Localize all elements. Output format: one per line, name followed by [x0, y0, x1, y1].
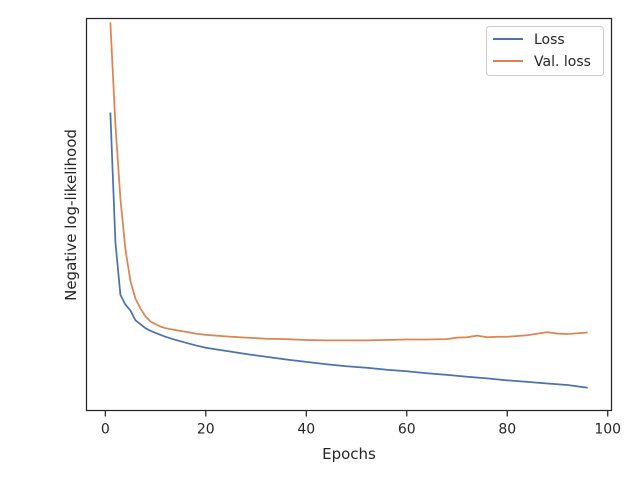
- x-tick-label: 100: [594, 422, 621, 438]
- series-layer: [109, 22, 588, 389]
- legend-label-val-loss: Val. loss: [534, 54, 591, 70]
- x-tick-label: 80: [498, 422, 516, 438]
- x-axis-label: Epochs: [322, 445, 376, 463]
- legend: Loss Val. loss: [486, 26, 604, 76]
- x-tick-label: 60: [398, 422, 416, 438]
- y-axis-label: Negative log-likelihood: [62, 129, 80, 301]
- plot-frame: [85, 17, 613, 412]
- x-axis: 0 20 40 60 80 100: [101, 410, 621, 438]
- plot-background: [86, 18, 612, 411]
- x-tick-label: 20: [197, 422, 215, 438]
- x-tick-label: 0: [101, 422, 110, 438]
- series-line-val-loss: [109, 22, 588, 342]
- series-line-loss: [109, 112, 588, 389]
- legend-label-loss: Loss: [534, 32, 565, 48]
- x-tick-label: 40: [297, 422, 315, 438]
